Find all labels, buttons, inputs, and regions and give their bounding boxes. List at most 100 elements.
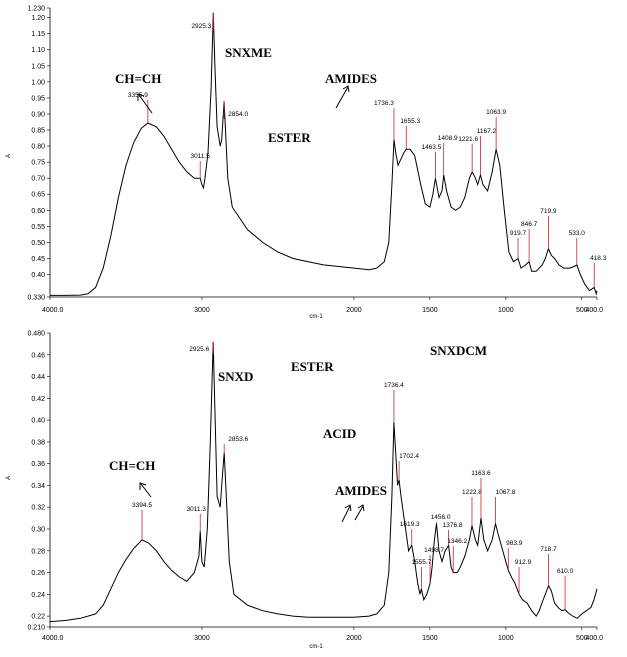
y-tick-label: 0.32 bbox=[31, 505, 45, 512]
y-axis-label: A bbox=[6, 476, 12, 480]
peak-label: 1702.4 bbox=[399, 453, 419, 460]
x-tick-label: 1500 bbox=[422, 307, 438, 314]
annotation-ester: ESTER bbox=[291, 359, 334, 374]
peak-label: 912.9 bbox=[515, 559, 532, 566]
y-tick-label: 0.330 bbox=[27, 295, 45, 302]
peak-label: 2853.6 bbox=[228, 436, 248, 443]
peak-label: 846.7 bbox=[521, 221, 538, 228]
peak-label: 1222.8 bbox=[462, 489, 482, 496]
sample-label: SNXME bbox=[225, 45, 272, 60]
x-tick-label: 2000 bbox=[346, 635, 362, 642]
peak-label: 983.9 bbox=[506, 540, 523, 547]
x-tick-label: 4000.0 bbox=[42, 307, 64, 314]
peak-label: 1163.6 bbox=[471, 470, 491, 477]
y-tick-label: 0.70 bbox=[31, 176, 45, 183]
y-tick-label: 1.00 bbox=[31, 79, 45, 86]
y-tick-label: 1.20 bbox=[31, 15, 45, 22]
arrow-ch-ch bbox=[137, 93, 153, 114]
peak-label: 1067.8 bbox=[496, 489, 516, 496]
y-tick-label: 0.75 bbox=[31, 160, 45, 167]
annotation-ch-ch: CH=CH bbox=[109, 458, 155, 473]
x-tick-label: 400.0 bbox=[585, 307, 603, 314]
arrow-amides-left bbox=[341, 504, 352, 523]
peak-label: 718.7 bbox=[540, 546, 557, 553]
y-tick-label: 0.40 bbox=[31, 272, 45, 279]
y-tick-label: 0.60 bbox=[31, 208, 45, 215]
y-tick-label: 1.10 bbox=[31, 47, 45, 54]
y-tick-label: 0.28 bbox=[31, 548, 45, 555]
peak-label: 1463.5 bbox=[421, 144, 441, 151]
x-tick-label: 1000 bbox=[498, 307, 514, 314]
annotation-amides: AMIDES bbox=[335, 483, 387, 498]
y-tick-label: 0.46 bbox=[31, 352, 45, 359]
spectrum-line bbox=[49, 341, 598, 623]
peak-label: 1063.9 bbox=[486, 109, 506, 116]
peak-label: 1655.3 bbox=[400, 118, 420, 125]
y-tick-label: 1.15 bbox=[31, 31, 45, 38]
peak-label: 1736.4 bbox=[384, 382, 404, 389]
x-tick-label: 3000 bbox=[194, 635, 210, 642]
x-tick-label: 4000.0 bbox=[42, 635, 64, 642]
peak-label: 1736.3 bbox=[374, 100, 394, 107]
sample-label-dcm: SNXDCM bbox=[430, 343, 487, 358]
peak-label: 3394.5 bbox=[132, 502, 152, 509]
annotation-ch-ch: CH=CH bbox=[115, 71, 161, 86]
peak-label: 919.7 bbox=[510, 230, 527, 237]
arrow-amides bbox=[335, 85, 350, 109]
x-tick-label: 500 bbox=[576, 307, 588, 314]
y-tick-label: 0.34 bbox=[31, 483, 45, 490]
peak-label: 533.0 bbox=[569, 230, 586, 237]
x-tick-label: 1500 bbox=[422, 635, 438, 642]
y-tick-label: 1.230 bbox=[27, 6, 45, 13]
x-tick-label: 500 bbox=[576, 635, 588, 642]
y-tick-label: 0.30 bbox=[31, 527, 45, 534]
panel-snxd: 0.210 0.22 0.24 0.26 0.28 0.30 0.32 0.34 0.36 0.3… bbox=[6, 331, 603, 651]
peak-label: 1555.7 bbox=[411, 559, 431, 566]
peak-label: 3011.3 bbox=[187, 506, 207, 513]
annotation-ester: ESTER bbox=[268, 130, 311, 145]
x-axis-label: cm-1 bbox=[309, 314, 323, 320]
peak-label: 1619.3 bbox=[400, 521, 420, 528]
y-tick-label: 1.05 bbox=[31, 63, 45, 70]
y-tick-label: 0.44 bbox=[31, 374, 45, 381]
peak-label: 2925.6 bbox=[189, 346, 209, 353]
y-tick-label: 0.40 bbox=[31, 418, 45, 425]
panel-snxme: 0.330 0.40 0.45 0.50 0.55 0.60 0.65 0.70 0.75 0.8… bbox=[6, 6, 607, 321]
peak-label: 418.3 bbox=[590, 255, 607, 262]
spectrum-line bbox=[50, 12, 598, 296]
peak-label: 719.9 bbox=[540, 208, 557, 215]
arrow-amides-right bbox=[354, 504, 365, 521]
peak-label: 610.0 bbox=[557, 568, 574, 575]
y-tick-label: 0.26 bbox=[31, 570, 45, 577]
y-tick-label: 0.95 bbox=[31, 95, 45, 102]
y-tick-label: 0.24 bbox=[31, 592, 45, 599]
y-tick-label: 0.210 bbox=[27, 625, 45, 632]
peak-label: 2925.3 bbox=[191, 23, 211, 30]
y-tick-label: 0.50 bbox=[31, 240, 45, 247]
y-tick-label: 0.80 bbox=[31, 144, 45, 151]
y-tick-label: 0.90 bbox=[31, 111, 45, 118]
y-tick-label: 0.38 bbox=[31, 439, 45, 446]
y-tick-label: 0.85 bbox=[31, 128, 45, 135]
annotation-acid: ACID bbox=[323, 426, 356, 441]
peak-label: 1221.6 bbox=[458, 136, 478, 143]
y-tick-label: 0.65 bbox=[31, 192, 45, 199]
peak-label: 1346.2 bbox=[447, 538, 467, 545]
y-tick-label: 0.42 bbox=[31, 396, 45, 403]
x-tick-label: 400.0 bbox=[585, 635, 603, 642]
sample-label: SNXD bbox=[218, 369, 253, 384]
peak-label: 1167.2 bbox=[477, 128, 497, 135]
x-axis-label: cm-1 bbox=[309, 644, 323, 650]
peak-label: 1456.0 bbox=[431, 514, 451, 521]
y-tick-label: 0.55 bbox=[31, 224, 45, 231]
peak-label: 1498.7 bbox=[424, 547, 444, 554]
y-tick-label: 0.36 bbox=[31, 461, 45, 468]
x-tick-label: 1000 bbox=[498, 635, 514, 642]
peak-label: 1408.9 bbox=[438, 135, 458, 142]
y-tick-label: 0.45 bbox=[31, 256, 45, 263]
x-tick-label: 2000 bbox=[346, 307, 362, 314]
x-tick-label: 3000 bbox=[194, 307, 210, 314]
y-tick-label: 0.22 bbox=[31, 614, 45, 621]
arrow-ch-ch bbox=[139, 482, 152, 498]
